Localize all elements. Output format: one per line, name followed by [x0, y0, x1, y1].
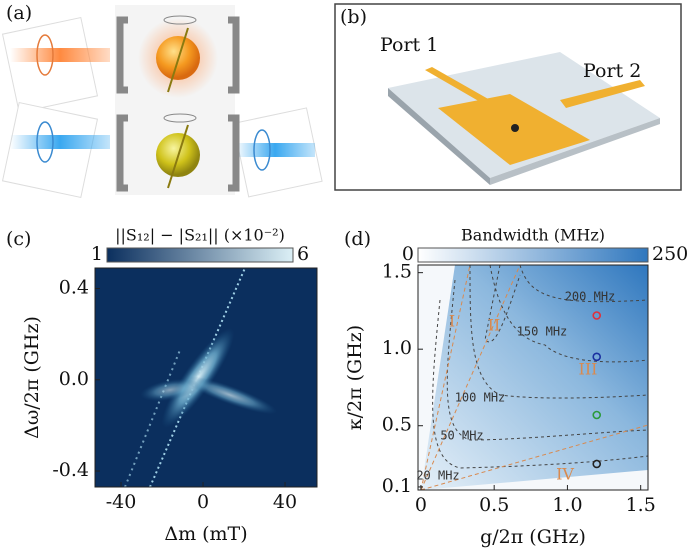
panel-label: (a) [6, 2, 32, 24]
point [592, 410, 602, 420]
y-axis-label: κ/2π (GHz) [344, 325, 366, 430]
point [592, 311, 602, 320]
y-tick-label: 1.0 [382, 337, 412, 359]
panel-label: (b) [340, 6, 367, 28]
contour-region [421, 470, 648, 490]
contour-background [418, 265, 648, 490]
contour-label: 20 MHz [416, 469, 459, 483]
y-tick-label: 1.5 [382, 261, 412, 283]
y-tick-label: 0.1 [382, 475, 412, 497]
region-label: II [488, 316, 501, 335]
y-tick-label: 0.5 [382, 414, 412, 436]
region-label: III [579, 360, 598, 379]
polarization [36, 34, 54, 76]
x-tick-label: 1.5 [626, 494, 656, 516]
beam [235, 143, 315, 157]
x-axis-label: Δm (mT) [164, 523, 247, 545]
precession [163, 113, 197, 123]
spin [167, 27, 189, 93]
region-label: IV [556, 465, 574, 484]
y-tick-label: -0.4 [52, 459, 89, 481]
substrate-side [490, 118, 660, 185]
contour-lines [432, 264, 649, 469]
port-label: Port 1 [380, 34, 438, 56]
contour-label: 200 MHz [565, 290, 616, 304]
colorbar-tick-label: 0 [402, 243, 414, 265]
y-tick-label: 0.0 [59, 368, 89, 390]
x-tick-label: 1.0 [552, 494, 582, 516]
panel-label: (c) [6, 228, 31, 250]
region-boundaries [420, 264, 649, 491]
feedline [425, 67, 490, 103]
polarization [253, 129, 271, 171]
region-label: I [449, 312, 455, 331]
panel-label: (d) [344, 228, 371, 250]
x-tick-label: 40 [273, 491, 297, 513]
substrate-side [388, 88, 490, 185]
spin [167, 124, 189, 189]
heatmap-feature [182, 375, 278, 415]
heatmap-feature [124, 349, 181, 488]
feedline [560, 80, 645, 108]
x-tick-label: -40 [106, 491, 137, 513]
colorbar-label: Bandwidth (MHz) [461, 226, 605, 245]
polarization [36, 121, 54, 163]
contour-label: 150 MHz [517, 325, 568, 339]
plot-frame [417, 264, 649, 491]
colorbar [417, 247, 649, 263]
precession [163, 15, 197, 25]
cavity-mirror [116, 114, 240, 192]
panel-a: (a) [1, 2, 323, 199]
sphere-hole [511, 124, 519, 132]
colorbar-tick-label: 250 [652, 243, 688, 265]
contour-label: 50 MHz [440, 429, 483, 443]
x-tick-label: 0 [415, 494, 427, 516]
point [592, 352, 602, 362]
heatmap-image [95, 267, 317, 488]
x-tick-label: 0 [197, 491, 209, 513]
colorbar [106, 247, 294, 263]
input-box [1, 16, 99, 114]
y-tick-label: 0.4 [59, 277, 89, 299]
y-axis-label: Δω/2π (GHz) [21, 316, 43, 439]
beam [10, 48, 110, 62]
heatmap-feature [140, 378, 200, 402]
panel-frame [334, 3, 682, 191]
port-label: Port 2 [583, 60, 641, 82]
plot-frame [94, 267, 318, 488]
contour-image [418, 264, 649, 491]
colorbar-tick-label: 6 [297, 243, 309, 265]
colorbar-label: ||S₁₂| − |S₂₁|| (×10⁻²) [115, 226, 285, 245]
point [592, 459, 602, 469]
panel-b: (b) Port 1 Port 2 [334, 3, 682, 191]
contour-label: 100 MHz [455, 391, 506, 405]
colorbar-tick-label: 1 [91, 243, 103, 265]
cavity-mirror [116, 16, 240, 94]
x-axis-label: g/2π (GHz) [480, 526, 586, 548]
beam [10, 135, 110, 149]
input-box [1, 101, 99, 199]
contour-region [418, 265, 455, 490]
x-tick-label: 0.5 [479, 494, 509, 516]
